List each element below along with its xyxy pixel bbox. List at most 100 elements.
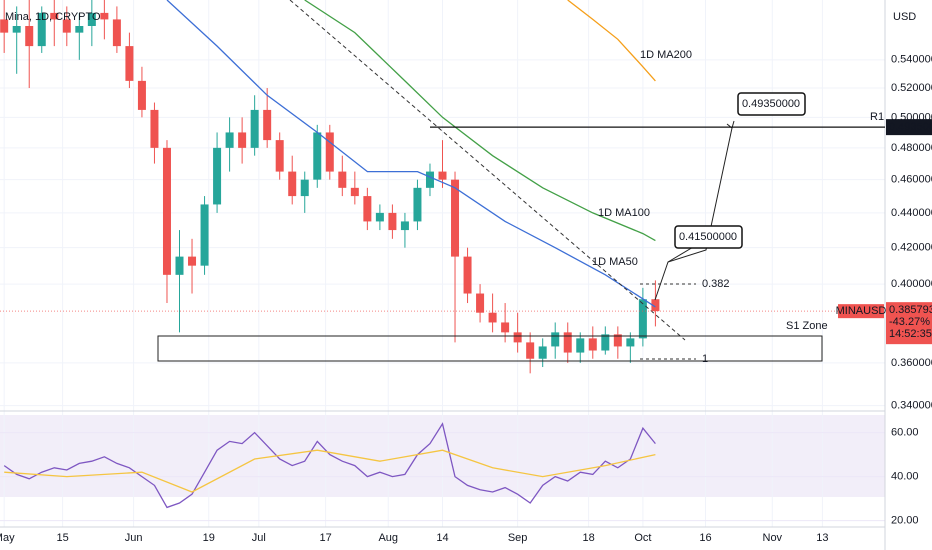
support-zone bbox=[157, 335, 823, 362]
symbol-tag bbox=[838, 304, 884, 319]
candle-body bbox=[100, 12, 109, 20]
x-tick-label: Sep bbox=[508, 532, 528, 544]
candle-body bbox=[513, 332, 522, 343]
candle-body bbox=[325, 132, 334, 172]
y-tick-label: 0.48000000 bbox=[891, 142, 932, 154]
line bbox=[567, 0, 656, 82]
candle-body bbox=[125, 46, 134, 81]
candle-body bbox=[275, 140, 284, 172]
symbol-title: Mina, 1D, CRYPTO bbox=[5, 11, 101, 23]
candle-body bbox=[538, 346, 547, 359]
series-label: 1D MA100 bbox=[598, 207, 650, 219]
candle-body bbox=[413, 187, 422, 222]
candle-body bbox=[350, 187, 359, 197]
target-callout bbox=[737, 92, 806, 116]
candle-body bbox=[375, 212, 384, 222]
fib-label: 1 bbox=[702, 353, 708, 365]
candle-body bbox=[37, 12, 46, 47]
rsi-pane bbox=[3, 422, 656, 509]
y-tick-label: 0.34000000 bbox=[891, 399, 932, 411]
fib-label: 0.382 bbox=[702, 278, 730, 290]
candle-body bbox=[25, 25, 34, 47]
target-callout bbox=[674, 225, 743, 249]
x-tick-label: Oct bbox=[634, 532, 651, 544]
candle-body bbox=[388, 212, 397, 231]
axis-tag-label: 0.49350000 bbox=[889, 121, 932, 133]
x-tick-label: Jul bbox=[252, 532, 266, 544]
y-tick-label: 60.00 bbox=[891, 427, 919, 439]
overlay: 1D MA200 1D MA100 1D MA50 R1 0.49350000 MINAU… bbox=[0, 49, 932, 345]
line bbox=[166, 0, 656, 308]
symbol-tag-label: MINAUSD bbox=[836, 305, 887, 317]
price-tag-label: 0.38579301 bbox=[889, 304, 932, 316]
x-tick-label: 15 bbox=[56, 532, 68, 544]
candle-body bbox=[551, 332, 560, 347]
candle-body bbox=[613, 334, 622, 347]
candle-body bbox=[87, 12, 96, 26]
candle-body bbox=[137, 80, 146, 110]
candle-body bbox=[438, 171, 447, 180]
target-label: 0.49350000 bbox=[742, 98, 800, 110]
countdown-label: 14:52:35 bbox=[889, 328, 932, 340]
candle-body bbox=[425, 171, 434, 188]
candle-body bbox=[112, 19, 121, 47]
candle-body bbox=[238, 132, 247, 148]
resistance-name: R1 bbox=[870, 111, 884, 123]
candle-body bbox=[188, 256, 197, 266]
candle-body bbox=[651, 299, 660, 312]
target-label: 0.41500000 bbox=[679, 231, 737, 243]
line bbox=[4, 449, 656, 493]
candle-body bbox=[300, 179, 309, 197]
candle-body bbox=[451, 179, 460, 257]
x-tick-label: 14 bbox=[436, 532, 448, 544]
candle-body bbox=[338, 171, 347, 188]
x-tick-label: Aug bbox=[378, 532, 398, 544]
x-tick-label: 19 bbox=[203, 532, 215, 544]
y-tick-label: 0.40000000 bbox=[891, 278, 932, 290]
candle-body bbox=[263, 109, 272, 141]
candle-body bbox=[200, 204, 209, 266]
candle-body bbox=[0, 19, 9, 33]
candle-body bbox=[400, 221, 409, 231]
line bbox=[304, 0, 656, 242]
candle-body bbox=[588, 338, 597, 351]
trendline bbox=[289, 0, 686, 341]
candle-body bbox=[463, 256, 472, 294]
axis-tag bbox=[886, 119, 932, 136]
line bbox=[3, 422, 656, 509]
y-tick-label: 40.00 bbox=[891, 471, 919, 483]
candle-body bbox=[626, 338, 635, 347]
y-tick-label: 0.50000000 bbox=[891, 111, 932, 123]
x-tick-label: 17 bbox=[319, 532, 331, 544]
candle-body bbox=[225, 132, 234, 148]
candle-body bbox=[213, 147, 222, 205]
candle-body bbox=[50, 12, 59, 20]
y-tick-label: 0.44000000 bbox=[891, 207, 932, 219]
candle-body bbox=[488, 312, 497, 323]
y-tick-label: 20.00 bbox=[891, 515, 919, 527]
x-tick-label: 18 bbox=[582, 532, 594, 544]
zone-label: S1 Zone bbox=[786, 320, 828, 332]
projection-path bbox=[654, 127, 733, 301]
change-label: -43.27% bbox=[889, 316, 930, 328]
candle-body bbox=[501, 322, 510, 333]
candle-body bbox=[12, 25, 21, 33]
candle-body bbox=[313, 132, 322, 180]
arrow-head bbox=[726, 120, 735, 129]
price-pane bbox=[0, 0, 660, 374]
x-tick-label: 13 bbox=[816, 532, 828, 544]
candle-body bbox=[62, 19, 71, 33]
candle-body bbox=[75, 25, 84, 33]
candle-body bbox=[175, 256, 184, 275]
x-tick-label: 16 bbox=[699, 532, 711, 544]
candle-body bbox=[526, 342, 535, 359]
candle-body bbox=[288, 171, 297, 197]
series-label: 1D MA200 bbox=[640, 49, 692, 61]
currency: USD bbox=[893, 11, 916, 23]
series-label: 1D MA50 bbox=[592, 256, 638, 268]
price-tag bbox=[886, 302, 932, 345]
y-tick-label: 0.54000000 bbox=[891, 54, 932, 66]
candle-body bbox=[563, 332, 572, 353]
y-tick-label: 0.36000000 bbox=[891, 357, 932, 369]
